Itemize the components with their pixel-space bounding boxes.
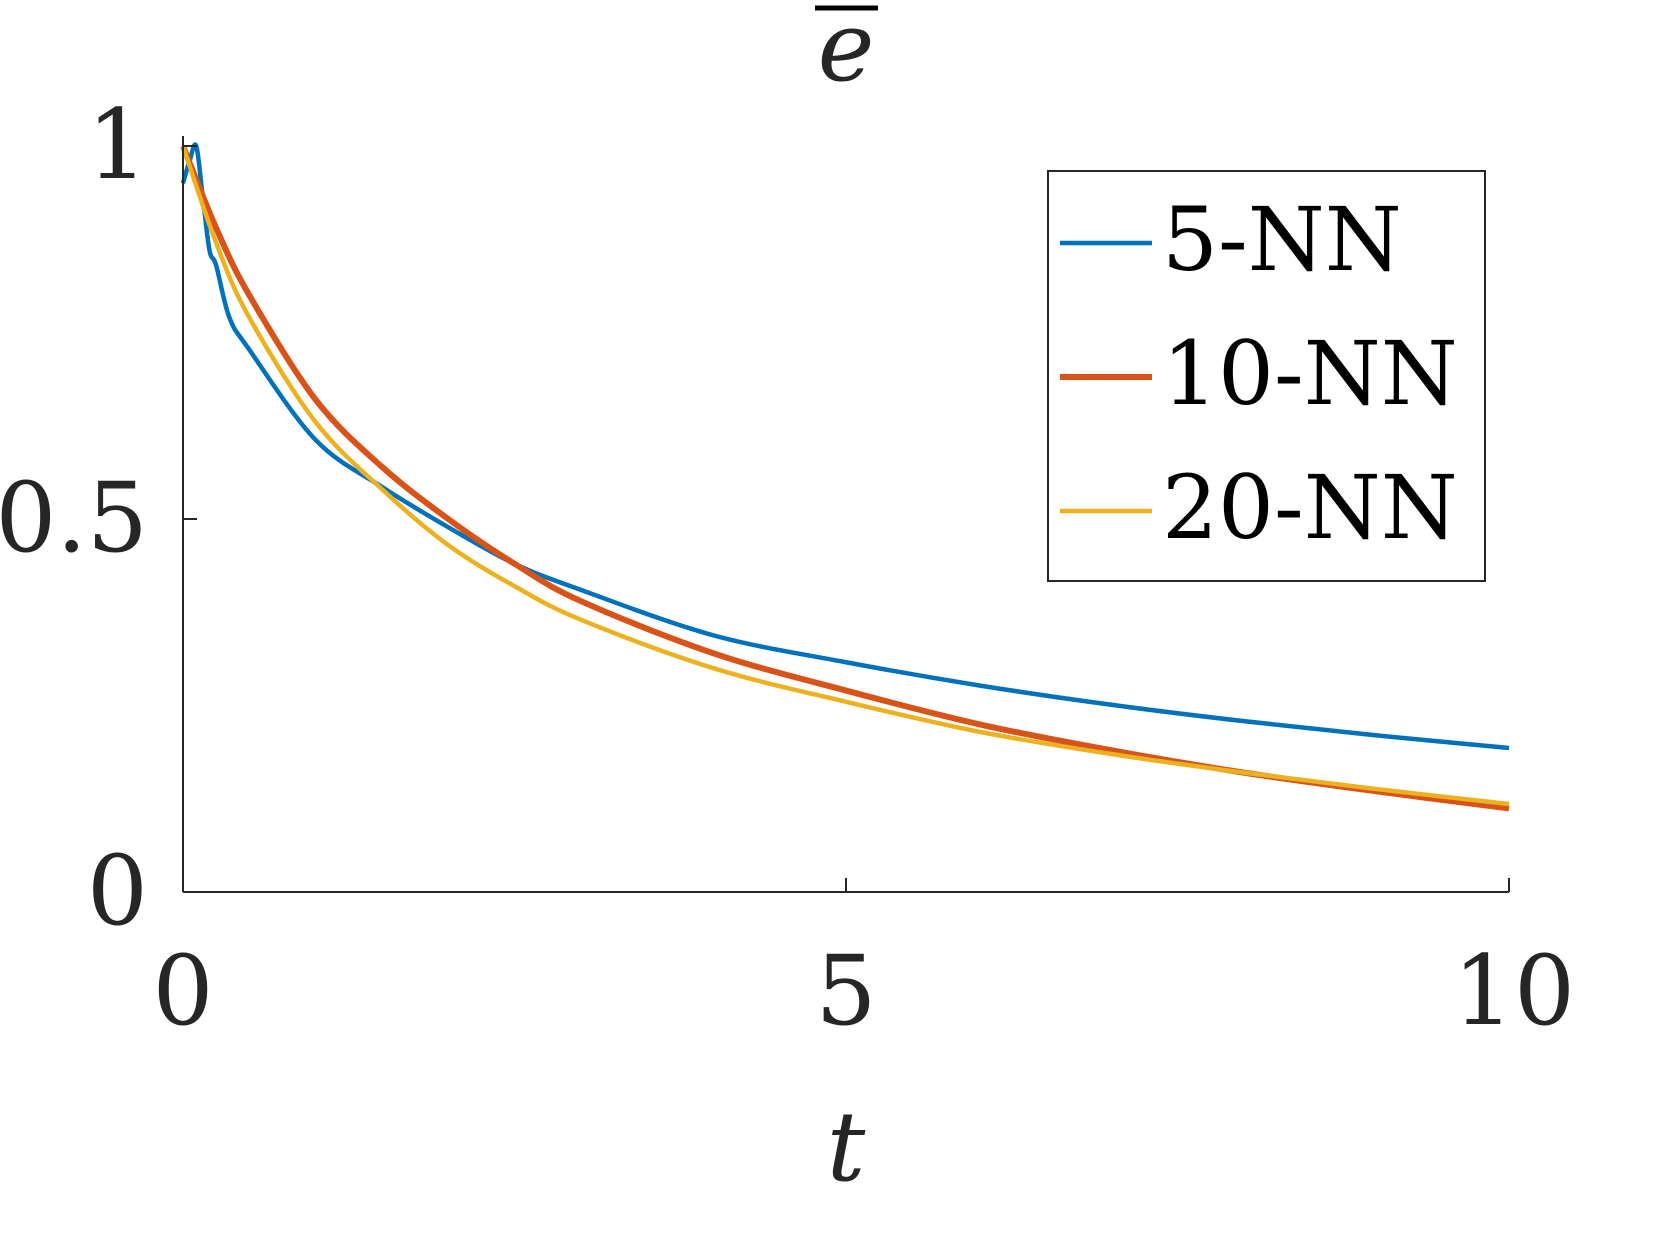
x-tick-label: 10 [1453,935,1575,1047]
x-axis-label: t [827,1091,866,1203]
axes: 0 5 10 0 0.5 1 [0,89,1575,1047]
y-tick-label: 0 [87,835,148,947]
legend-entry: 5-NN [1162,188,1402,291]
legend-entry: 10-NN [1162,322,1458,425]
x-tick-label: 5 [815,935,876,1047]
x-tick-label: 0 [152,935,213,1047]
y-tick-label: 1 [87,89,148,201]
series-line-20-NN [180,145,1510,807]
chart-title-text: e [818,0,875,103]
legend: 5-NN 10-NN 20-NN [1047,170,1486,582]
legend-entry: 20-NN [1162,456,1458,559]
y-tick-label: 0.5 [0,462,148,574]
chart-title: e [815,0,878,103]
plot-lines [180,142,1510,812]
